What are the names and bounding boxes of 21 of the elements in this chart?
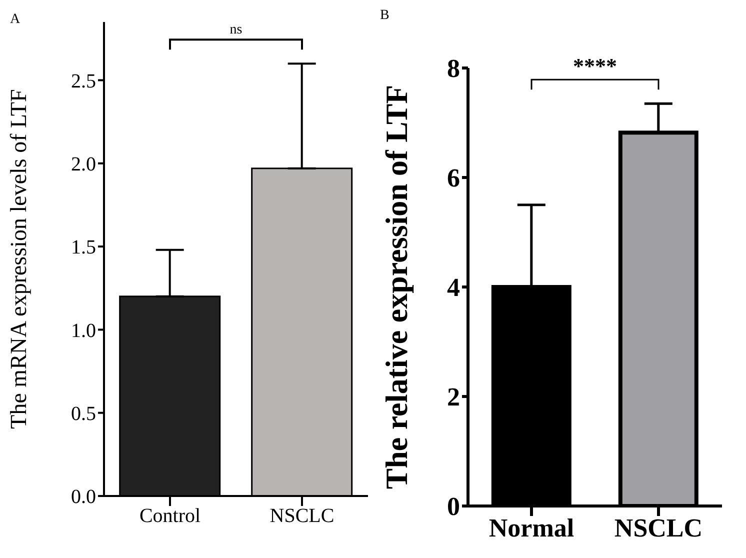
y-tick-label: 1.5	[71, 236, 96, 259]
annotation: ****	[573, 54, 617, 79]
y-tick-label: 6	[447, 164, 460, 193]
y-axis-title: The relative expression of LTF	[379, 84, 414, 490]
chart-title: A	[10, 12, 20, 28]
y-tick-label: 0.5	[71, 402, 96, 425]
y-tick-label: 0.0	[71, 486, 96, 508]
y-tick-label: 1.0	[71, 320, 96, 342]
y-tick-label: 0	[447, 492, 460, 522]
y-tick-label: 2.0	[71, 153, 96, 176]
y-tick-label: 8	[447, 54, 460, 84]
x-tick-label: NSCLC	[614, 513, 703, 542]
chart-title: B	[380, 8, 390, 24]
y-tick-label: 4	[447, 273, 460, 302]
annotation: ns	[230, 22, 242, 38]
y-axis-title: The mRNA expression levels of LTF	[6, 89, 32, 429]
y-tick-label: 2.5	[71, 70, 96, 92]
x-tick-label: Control	[139, 505, 201, 528]
x-tick-label: NSCLC	[270, 505, 334, 528]
x-tick-label: Normal	[488, 513, 574, 542]
y-tick-label: 2	[447, 382, 460, 412]
